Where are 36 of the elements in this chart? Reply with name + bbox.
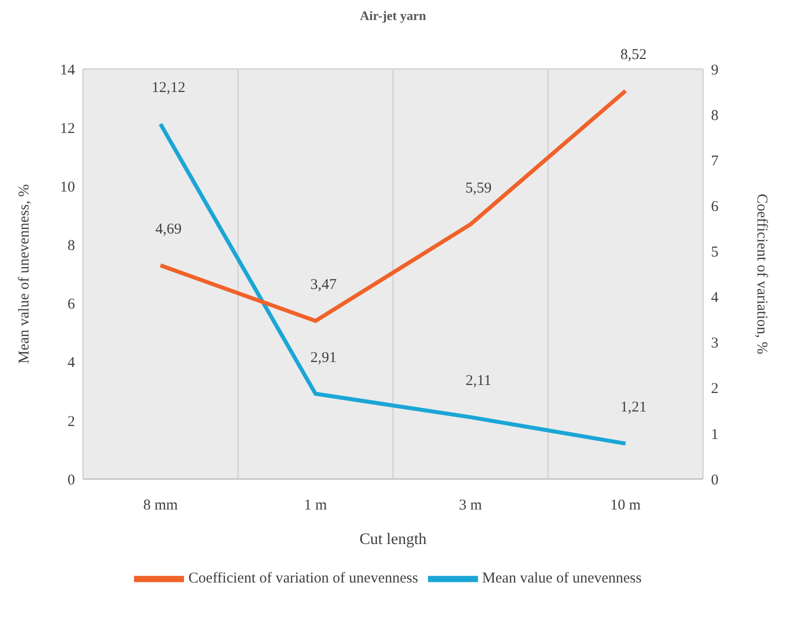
y-tick-label: 6 — [68, 296, 76, 313]
y-tick-label: 14 — [60, 62, 76, 78]
data-label: 12,12 — [152, 80, 186, 96]
y-tick-label: 10 — [60, 179, 75, 196]
x-tick-label: 1 m — [304, 498, 328, 514]
y2-tick-label: 1 — [711, 426, 718, 443]
y2-tick-label: 3 — [711, 336, 718, 352]
data-label: 8,52 — [620, 46, 647, 63]
legend-label: Coefficient of variation of unevenness — [188, 570, 418, 586]
y2-tick-label: 8 — [711, 108, 718, 124]
data-label: 2,91 — [310, 350, 337, 366]
x-tick-label: 3 m — [459, 498, 482, 514]
y2-tick-label: 7 — [711, 153, 719, 170]
data-label: 4,69 — [155, 221, 182, 238]
x-tick-label: 8 mm — [143, 498, 178, 514]
data-label: 5,59 — [465, 180, 492, 196]
y-tick-label: 2 — [68, 414, 75, 430]
x-tick-label: 10 m — [610, 498, 642, 514]
chart-title: Air-jet yarn — [358, 8, 428, 24]
y2-tick-label: 0 — [711, 472, 718, 488]
x-axis-title: Cut length — [359, 531, 427, 548]
data-label: 2,11 — [466, 373, 492, 390]
data-label: 1,21 — [620, 400, 647, 416]
y-tick-label: 8 — [68, 238, 75, 254]
legend-label: Mean value of unevenness — [482, 570, 642, 586]
y2-axis-title: Coefficient of variation, % — [754, 194, 770, 354]
data-label: 3,47 — [310, 276, 338, 293]
y-tick-label: 0 — [68, 472, 75, 488]
y2-tick-label: 4 — [711, 290, 719, 306]
y2-tick-label: 9 — [711, 62, 718, 78]
y-axis-title: Mean value of unevenness, % — [16, 184, 32, 364]
y2-tick-label: 5 — [711, 244, 718, 261]
y-tick-label: 4 — [68, 355, 76, 372]
y2-tick-label: 2 — [711, 381, 718, 398]
y2-tick-label: 6 — [711, 198, 719, 215]
y-tick-label: 12 — [60, 120, 75, 137]
